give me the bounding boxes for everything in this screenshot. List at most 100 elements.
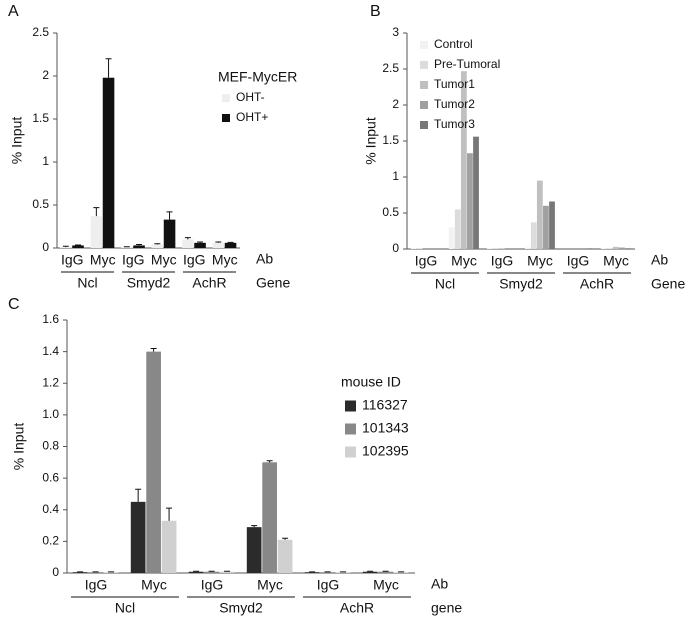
bar xyxy=(530,222,537,249)
y-tick-label: 2 xyxy=(392,97,399,111)
error-bar xyxy=(62,245,69,248)
bar xyxy=(130,501,146,573)
y-tick-label: 0 xyxy=(392,241,399,255)
x-tick-label: IgG xyxy=(317,577,340,593)
bar xyxy=(219,571,235,573)
bar xyxy=(625,248,631,249)
error-bar xyxy=(105,58,112,78)
legend-label: OHT- xyxy=(236,90,265,104)
y-tick-label: 2.5 xyxy=(32,25,49,39)
y-tick-label: 1.4 xyxy=(42,344,59,358)
y-tick-label: 0.2 xyxy=(42,534,59,548)
bar xyxy=(103,572,119,573)
legend-swatch xyxy=(420,121,428,129)
bar xyxy=(473,136,479,249)
legend-label: Tumor2 xyxy=(434,97,475,111)
group-label: Ncl xyxy=(435,276,455,292)
x-tick-label: Myc xyxy=(212,252,238,268)
bar xyxy=(151,244,164,248)
bar xyxy=(416,248,423,249)
y-tick-label: 3 xyxy=(392,25,399,39)
bar xyxy=(619,247,625,249)
group-label: Smyd2 xyxy=(127,275,171,291)
bar xyxy=(224,242,237,248)
bar xyxy=(467,153,473,249)
legend-title: MEF-MycER xyxy=(218,69,297,85)
legend-label: OHT+ xyxy=(236,110,268,124)
group-label: Smyd2 xyxy=(499,276,543,292)
bar xyxy=(133,245,145,248)
group-label: Smyd2 xyxy=(219,600,263,616)
bar xyxy=(378,571,393,573)
y-tick-label: 0.4 xyxy=(42,502,59,516)
bar xyxy=(362,571,378,573)
bar xyxy=(88,572,103,573)
x-tick-label: Myc xyxy=(151,252,177,268)
bar xyxy=(410,248,417,249)
error-bar xyxy=(184,237,191,240)
error-bar xyxy=(150,347,157,352)
legend-label: Control xyxy=(434,37,473,51)
legend-swatch xyxy=(420,101,428,109)
bar xyxy=(320,572,335,573)
row-label: gene xyxy=(431,600,462,616)
bar xyxy=(606,248,613,249)
bar xyxy=(460,71,467,249)
bar xyxy=(524,247,531,249)
bar xyxy=(335,572,351,573)
bar xyxy=(194,242,206,248)
bar xyxy=(146,351,161,573)
bar xyxy=(182,239,194,248)
y-tick-label: 1 xyxy=(42,154,49,168)
bar xyxy=(393,572,409,573)
x-tick-label: Myc xyxy=(257,577,283,593)
row-label: Gene xyxy=(256,275,290,291)
bar xyxy=(587,248,593,249)
x-tick-label: Myc xyxy=(603,253,629,269)
row-label: Ab xyxy=(256,251,273,267)
bar xyxy=(448,227,455,249)
bar xyxy=(536,180,543,249)
error-bar xyxy=(215,241,222,243)
y-tick-label: 0 xyxy=(52,565,59,579)
error-bar xyxy=(93,207,100,217)
bar xyxy=(454,209,461,249)
x-tick-label: Myc xyxy=(527,253,553,269)
bar xyxy=(188,571,204,573)
panel-label: C xyxy=(8,296,20,313)
bar xyxy=(212,242,225,248)
x-tick-label: Myc xyxy=(90,252,116,268)
error-bar xyxy=(166,211,173,220)
row-label: Ab xyxy=(651,252,668,268)
bar xyxy=(102,77,115,248)
y-axis-label: % Input xyxy=(11,423,27,471)
bar xyxy=(612,246,619,249)
legend-swatch xyxy=(345,423,356,435)
bar xyxy=(246,527,262,573)
group-label: AchR xyxy=(580,276,614,292)
y-tick-label: 0.6 xyxy=(42,470,59,484)
y-tick-label: 0.5 xyxy=(32,197,49,211)
legend-swatch xyxy=(345,446,356,458)
y-tick-label: 1.5 xyxy=(32,111,49,125)
x-tick-label: IgG xyxy=(61,252,84,268)
y-tick-label: 1.0 xyxy=(42,407,59,421)
legend-swatch xyxy=(222,94,230,102)
bar xyxy=(600,248,607,249)
bar xyxy=(486,248,493,249)
legend-label: Pre-Tumoral xyxy=(434,57,500,71)
bar xyxy=(161,520,177,573)
legend-swatch xyxy=(345,400,356,412)
bar xyxy=(72,572,88,573)
legend-label: 116327 xyxy=(362,397,408,413)
bar xyxy=(304,572,320,573)
legend-swatch xyxy=(222,114,230,122)
row-label: Ab xyxy=(431,576,448,592)
y-tick-label: 0.5 xyxy=(382,205,399,219)
error-bar xyxy=(135,488,142,502)
bar xyxy=(543,205,549,249)
error-bar xyxy=(197,241,204,243)
error-bar xyxy=(136,244,143,246)
bar xyxy=(90,216,103,248)
